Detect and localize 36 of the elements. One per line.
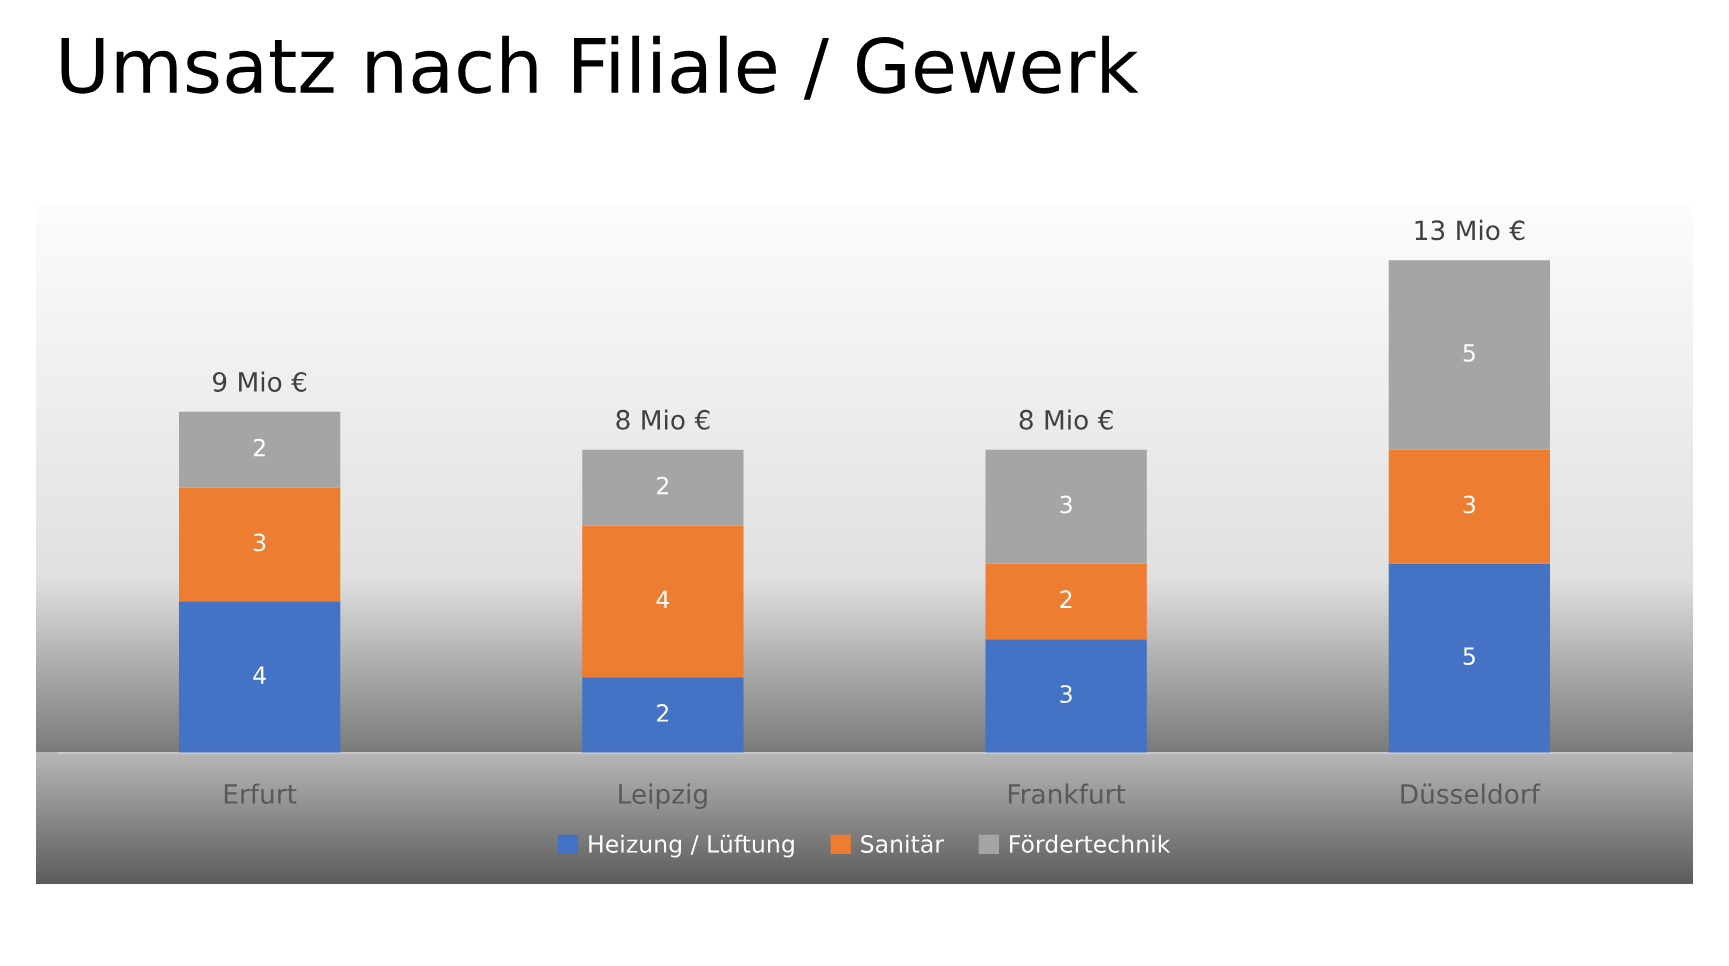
legend-label: Fördertechnik: [1010, 834, 1171, 853]
data-label: 4: [253, 666, 266, 684]
total-label: 9 Mio €: [212, 371, 307, 392]
legend-label: Sanitär: [861, 834, 945, 853]
bar: [985, 639, 1147, 753]
x-tick-label: Erfurt: [224, 783, 297, 804]
data-label: 5: [1463, 647, 1475, 666]
bar: [178, 601, 341, 753]
data-label: 2: [253, 438, 265, 457]
data-label: 3: [1463, 495, 1475, 514]
bar: [582, 525, 744, 678]
data-label: 2: [657, 476, 669, 495]
data-label: 2: [657, 704, 669, 722]
data-label: 3: [1060, 495, 1072, 514]
bar: [582, 677, 744, 753]
bar: [178, 411, 341, 488]
bar: [582, 449, 744, 526]
x-tick-label: Leipzig: [619, 783, 707, 810]
bar: [985, 563, 1147, 640]
total-label: 13 Mio €: [1415, 219, 1525, 241]
total-label: 8 Mio €: [616, 409, 710, 430]
bar: [1388, 449, 1551, 564]
total-label: 8 Mio €: [1019, 409, 1113, 430]
bar: [985, 449, 1147, 564]
legend-label: Heizung / Lüftung: [589, 834, 794, 858]
data-label: 4: [656, 590, 670, 608]
data-label: 2: [1060, 590, 1072, 608]
bar: [1388, 563, 1551, 753]
data-label: 5: [1463, 344, 1475, 362]
x-tick-label: Düsseldorf: [1401, 783, 1541, 804]
x-tick-label: Frankfurt: [1008, 783, 1126, 804]
chart-title: Umsatz nach Filiale / Gewerk: [61, 35, 1139, 100]
bar: [1388, 260, 1551, 450]
data-label: 3: [1060, 685, 1072, 703]
data-label: 3: [253, 533, 266, 552]
bar: [178, 487, 341, 602]
